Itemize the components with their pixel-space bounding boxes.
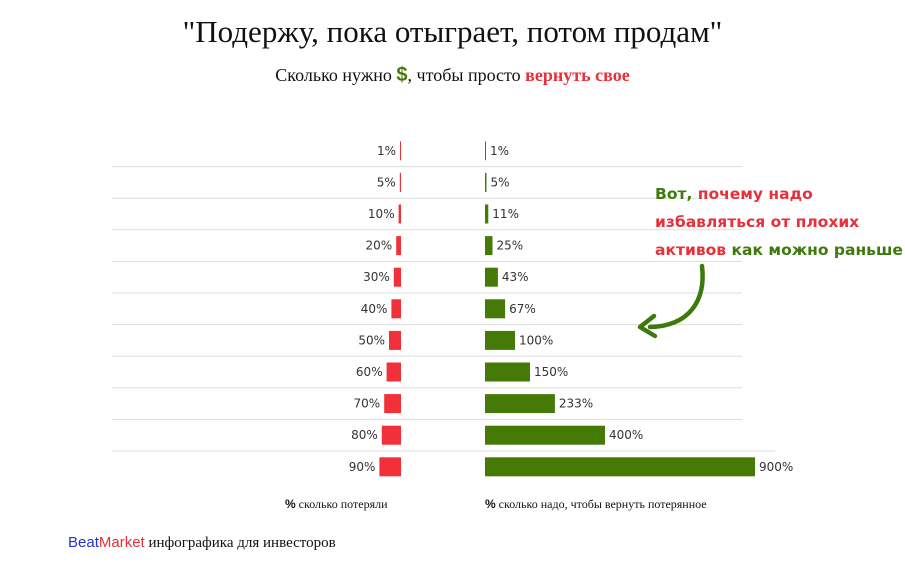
loss-bar — [399, 172, 401, 192]
loss-label: 90% — [349, 460, 376, 474]
brand-tagline: инфографика для инвесторов — [144, 535, 336, 551]
gain-bar — [485, 330, 515, 350]
note-line3-a: активов — [655, 241, 732, 259]
left-axis-prefix: % — [285, 497, 296, 511]
gain-bar — [485, 172, 487, 192]
page-subtitle: Сколько нужно $, чтобы просто вернуть св… — [0, 64, 905, 87]
loss-bar — [393, 267, 401, 287]
right-axis-prefix: % — [485, 497, 496, 511]
loss-label: 5% — [377, 175, 396, 189]
loss-bar — [398, 204, 401, 224]
loss-label: 50% — [358, 333, 385, 347]
brand-footer: BeatMarket инфографика для инвесторов — [68, 534, 336, 552]
right-axis-text: сколько надо, чтобы вернуть потерянное — [498, 497, 707, 511]
subtitle-text-2: , чтобы просто — [407, 65, 526, 85]
loss-bar — [391, 299, 401, 319]
loss-bar — [381, 425, 401, 445]
gain-label: 100% — [519, 333, 553, 347]
annotation-note: Вот, почему надо избавляться от плохих а… — [655, 180, 905, 264]
loss-label: 60% — [356, 365, 383, 379]
gain-label: 900% — [759, 460, 793, 474]
right-axis-label: % сколько надо, чтобы вернуть потерянное — [485, 497, 707, 512]
left-axis-label: % сколько потеряли — [285, 497, 388, 512]
gain-bar — [485, 394, 555, 414]
brand-logo-beat: Beat — [68, 534, 99, 551]
note-line1-b: почему надо — [697, 185, 813, 203]
gain-bar — [485, 457, 755, 477]
note-line3-b: как можно раньше — [731, 241, 903, 259]
loss-label: 30% — [363, 270, 390, 284]
curved-arrow-icon — [637, 263, 705, 339]
gain-bar — [485, 425, 605, 445]
gain-label: 1% — [490, 144, 509, 158]
gain-bar — [485, 141, 486, 161]
gain-bar — [485, 204, 489, 224]
loss-label: 80% — [351, 428, 378, 442]
gain-label: 150% — [534, 365, 568, 379]
subtitle-text-1: Сколько нужно — [275, 65, 397, 85]
note-line2: избавляться от плохих — [655, 213, 860, 231]
loss-bar — [384, 394, 401, 414]
loss-bar — [386, 362, 401, 382]
left-axis-text: сколько потеряли — [298, 497, 388, 511]
loss-bar — [400, 141, 401, 161]
gain-bar — [485, 362, 530, 382]
loss-bar — [389, 330, 401, 350]
page-title: "Подержу, пока отыграет, потом продам" — [182, 14, 723, 49]
gain-label: 25% — [497, 239, 524, 253]
gain-label: 43% — [502, 270, 529, 284]
loss-label: 1% — [377, 144, 396, 158]
subtitle-highlight: вернуть свое — [525, 65, 630, 85]
brand-logo-market: Market — [98, 534, 145, 551]
dollar-sign: $ — [396, 64, 408, 86]
gain-label: 11% — [492, 207, 519, 221]
loss-bar — [396, 236, 401, 256]
loss-label: 40% — [361, 302, 388, 316]
gain-label: 400% — [609, 428, 643, 442]
gain-label: 67% — [509, 302, 536, 316]
gain-label: 233% — [559, 397, 593, 411]
gain-bar — [485, 299, 506, 319]
loss-bar — [379, 457, 401, 477]
loss-label: 10% — [368, 207, 395, 221]
gain-bar — [485, 236, 493, 256]
loss-label: 70% — [354, 397, 381, 411]
loss-label: 20% — [366, 239, 393, 253]
gain-bar — [485, 267, 498, 287]
gain-label: 5% — [491, 175, 510, 189]
note-line1-a: Вот, — [655, 185, 698, 203]
